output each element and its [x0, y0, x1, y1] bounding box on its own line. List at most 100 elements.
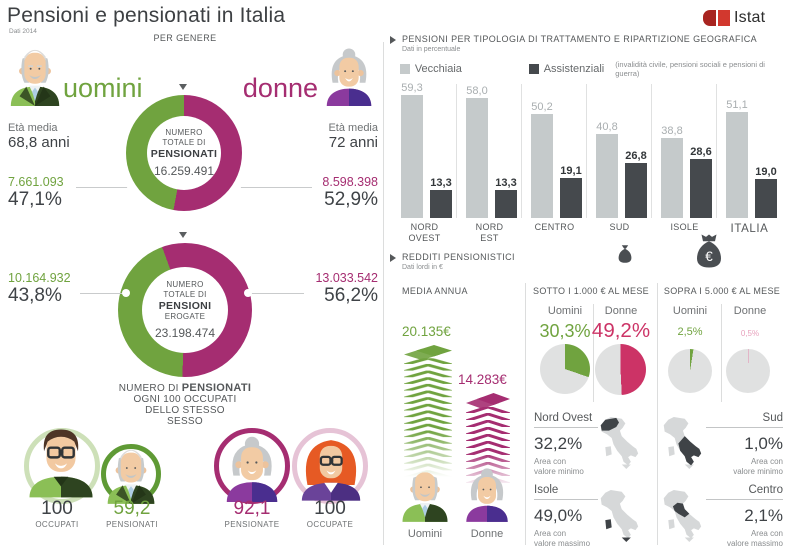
elderly-woman-avatar	[226, 436, 278, 502]
sotto-heading: SOTTO I 1.000 € AL MESE	[533, 286, 649, 296]
donut-pensionati-center: NUMERO TOTALE DI PENSIONATI 16.259.491	[147, 116, 221, 190]
legend-label-assistenziali: Assistenziali	[543, 63, 605, 75]
elderly-man-avatar	[107, 449, 155, 504]
bar-value: 38,8	[661, 125, 683, 137]
redditi-subtitle: Dati lordi in €	[402, 264, 443, 271]
bar-assistenziali	[560, 178, 582, 218]
ratio-label: OCCUPATE	[306, 520, 354, 529]
ratio-caption-line: SESSO	[167, 416, 203, 427]
sotto-donne-pct: 49,2%	[591, 319, 651, 342]
donut-center-line: TOTALE DI	[162, 137, 206, 147]
ratio-caption-line: NUMERO DI	[118, 383, 179, 394]
bar-group-isole: 38,8 28,6	[652, 84, 717, 218]
section-arrow-icon	[390, 254, 396, 262]
region-name: Nord Ovest	[534, 412, 598, 428]
bar-value: 13,3	[495, 177, 517, 189]
uomini-pct: 43,8%	[8, 285, 62, 306]
legend-swatch-assistenziali	[528, 64, 539, 74]
sopra-uomini-pie	[668, 349, 712, 393]
bar-value: 19,0	[755, 166, 777, 178]
pensioni-donne-stats: 13.033.542 56,2%	[294, 271, 378, 307]
category-label: CENTRO	[534, 222, 575, 232]
pensionati-donne-stats: 8.598.398 52,9%	[298, 175, 378, 211]
donut-center-line: TOTALE DI	[163, 289, 207, 299]
elderly-woman-avatar	[466, 468, 508, 522]
sotto-donne-pie	[595, 344, 646, 395]
ratio-label: PENSIONATE	[224, 520, 280, 529]
pensioni-uomini-stats: 10.164.932 43,8%	[8, 271, 71, 307]
bar-vecchiaia	[401, 95, 423, 218]
bar-value: 40,8	[596, 121, 618, 133]
sopra-max-region-block: Centro 2,1% Area con valore massimo	[706, 484, 783, 547]
bar-value: 51,1	[726, 99, 748, 111]
bar-value: 59,3	[401, 82, 423, 94]
per-genere-heading: PER GENERE	[153, 33, 217, 43]
bar-vecchiaia	[596, 134, 618, 218]
bar-vecchiaia	[466, 98, 488, 218]
bar-group-centro: 50,2 19,1	[522, 84, 587, 218]
bar-vecchiaia	[726, 112, 748, 218]
elderly-woman-avatar	[326, 48, 372, 106]
sopra-heading: SOPRA I 5.000 € AL MESE	[663, 286, 781, 296]
region-note: valore massimo	[534, 539, 591, 547]
connector-dot	[122, 289, 130, 297]
donut-center-line: EROGATE	[164, 312, 206, 322]
category-label: NORD OVEST	[408, 222, 441, 243]
region-pct: 1,0%	[744, 434, 783, 453]
donut-center-line: NUMERO	[166, 279, 204, 289]
region-name: Sud	[706, 412, 783, 428]
young-man-avatar	[29, 429, 93, 498]
section-arrow-icon	[390, 36, 396, 44]
uomini-label: uomini	[63, 73, 143, 103]
connector-line	[236, 187, 312, 188]
connector-line	[76, 187, 132, 188]
tipologia-title: PENSIONI PER TIPOLOGIA DI TRATTAMENTO E …	[402, 34, 758, 44]
connector-dot	[244, 289, 252, 297]
uomini-count: 7.661.093	[8, 175, 64, 189]
redditi-title: REDDITI PENSIONISTICI	[402, 252, 515, 262]
bar-assistenziali	[625, 163, 647, 218]
sotto-uomini-label: Uomini	[547, 305, 583, 317]
ratio-caption-line: DELLO STESSO	[145, 405, 225, 416]
elderly-man-avatar	[402, 472, 448, 522]
region-note: Area con	[534, 457, 567, 466]
bar-value: 13,3	[430, 177, 452, 189]
region-pct: 49,0%	[534, 506, 583, 525]
istat-logo-icon	[703, 10, 730, 26]
bar-assistenziali	[430, 190, 452, 218]
sotto-uomini-pie	[540, 344, 590, 394]
connector-dot	[233, 183, 241, 191]
sopra-uomini-pct: 2,5%	[677, 326, 703, 338]
sotto-donne-label: Donne	[604, 305, 638, 317]
ratio-value: 59,2	[113, 498, 151, 519]
pie-divider	[593, 304, 594, 402]
legend-note: (invalidità civile, pensioni sociali e p…	[615, 60, 765, 78]
occupate-ring	[292, 428, 368, 504]
sopra-donne-pct: 0,5%	[740, 329, 760, 338]
main-divider	[383, 42, 384, 545]
category-label-italia: ITALIA	[730, 223, 769, 235]
donut-center-line: PENSIONATI	[150, 147, 218, 160]
media-annua-donne-label: Donne	[470, 528, 504, 540]
ratio-label: OCCUPATI	[35, 520, 79, 529]
eta-media-label: Età media	[328, 122, 378, 134]
large-money-bag-euro-icon: €	[697, 234, 721, 268]
sotto-min-region-block: Nord Ovest 32,2% Area con valore minimo	[534, 412, 598, 477]
tipologia-bar-chart: 59,3 13,3 58,0 13,3 50,2 19,1 40,8 26,8 …	[392, 82, 784, 218]
donut-pensioni-center: NUMERO TOTALE DI PENSIONI EROGATE 23.198…	[142, 267, 228, 353]
marker-down-icon	[179, 84, 187, 90]
donne-count: 8.598.398	[322, 175, 378, 189]
ratio-caption-bold: PENSIONATI	[181, 382, 252, 394]
region-note: valore massimo	[726, 539, 783, 547]
sotto-max-region-block: Isole 49,0% Area con valore massimo	[534, 484, 598, 547]
ratio-value: 100	[41, 498, 73, 519]
marker-down-icon	[179, 232, 187, 238]
bar-group-italia: 51,1 19,0	[717, 84, 782, 218]
donut-center-line: NUMERO	[165, 127, 203, 137]
column-divider	[657, 283, 658, 545]
region-pct: 2,1%	[744, 506, 783, 525]
media-annua-heading: MEDIA ANNUA	[402, 286, 468, 296]
legend-label-vecchiaia: Vecchiaia	[414, 63, 462, 75]
sopra-uomini-label: Uomini	[672, 305, 708, 317]
